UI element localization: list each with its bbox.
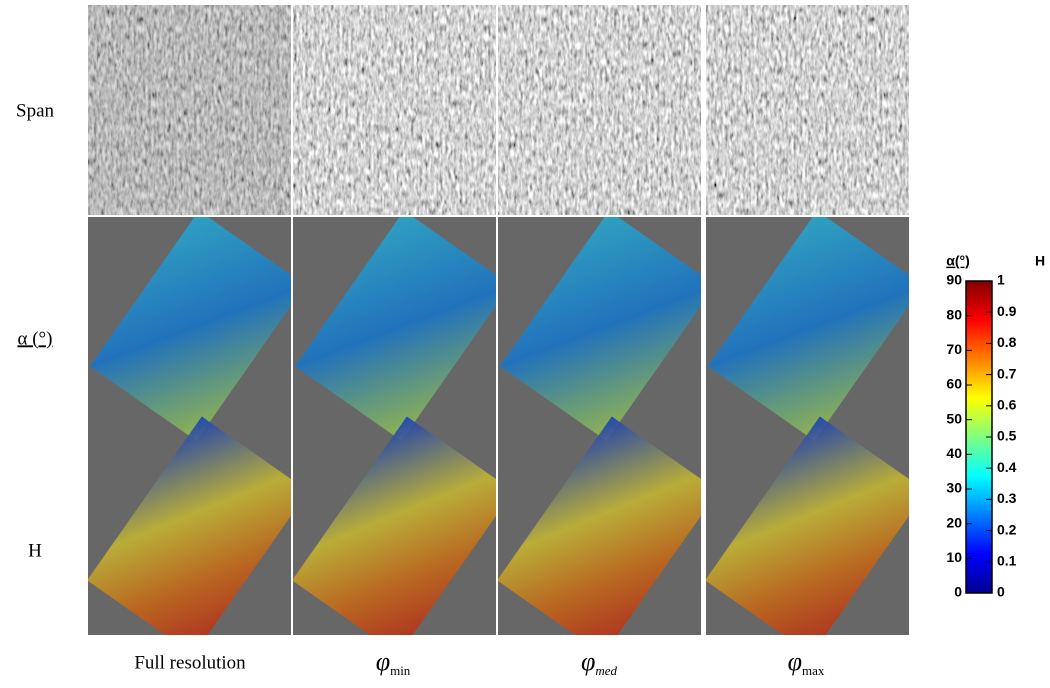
symbol: φ [376, 647, 390, 676]
span-noise [293, 5, 496, 215]
tick-label: 0.7 [997, 365, 1017, 381]
tick-label: 0.4 [997, 459, 1017, 475]
tick-label: 0.6 [997, 397, 1017, 413]
column-label: φmed [581, 647, 618, 678]
subscript: min [390, 663, 411, 678]
tick-label: 40 [946, 445, 962, 461]
tick-label: 60 [946, 376, 962, 392]
tick-label: 0 [954, 584, 962, 600]
tick-label: 1 [997, 272, 1005, 288]
tick-label: 50 [946, 410, 962, 426]
symbol: φ [581, 647, 595, 676]
tick-label: 0.3 [997, 490, 1017, 506]
tick-label: 80 [946, 306, 962, 322]
row-label: H [28, 540, 42, 561]
row-label: α (°) [18, 328, 53, 349]
texture [706, 217, 909, 635]
panels [87, 5, 926, 655]
tick-label: 0.9 [997, 303, 1017, 319]
tick-label: 0.5 [997, 428, 1017, 444]
texture [498, 217, 701, 635]
span-noise [706, 5, 909, 215]
polsar-image [497, 211, 718, 655]
subscript: med [595, 663, 617, 678]
span-noise [88, 5, 291, 215]
tick-label: 30 [946, 480, 962, 496]
colorbar-title: H [1035, 253, 1045, 269]
texture [88, 217, 291, 635]
colorbar: α(°) H 0 10 20 30 40 50 60 70 80 90 0 0.1 0.2 0.3 0.4 0… [946, 253, 1045, 600]
tick-label: 0.1 [997, 553, 1017, 569]
span-noise [498, 5, 701, 215]
tick-label: 0.2 [997, 521, 1017, 537]
tick-label: 10 [946, 549, 962, 565]
row-label: Span [16, 100, 55, 121]
polsar-image [87, 211, 308, 655]
tick-label: 20 [946, 514, 962, 530]
subscript: max [802, 663, 825, 678]
column-label: Full resolution [134, 652, 246, 673]
symbol: φ [788, 647, 802, 676]
polsar-image [705, 211, 926, 655]
tick-label: 70 [946, 341, 962, 357]
texture [293, 217, 496, 635]
tick-label: 0.8 [997, 334, 1017, 350]
colorbar-title: α(°) [946, 253, 970, 269]
figure: Span α (°) H Full resolution φmin φmed φ… [0, 0, 1050, 688]
polsar-image [292, 211, 513, 655]
column-label: φmax [788, 647, 825, 678]
column-label: φmin [376, 647, 411, 678]
tick-label: 0 [997, 584, 1005, 600]
tick-label: 90 [946, 272, 962, 288]
